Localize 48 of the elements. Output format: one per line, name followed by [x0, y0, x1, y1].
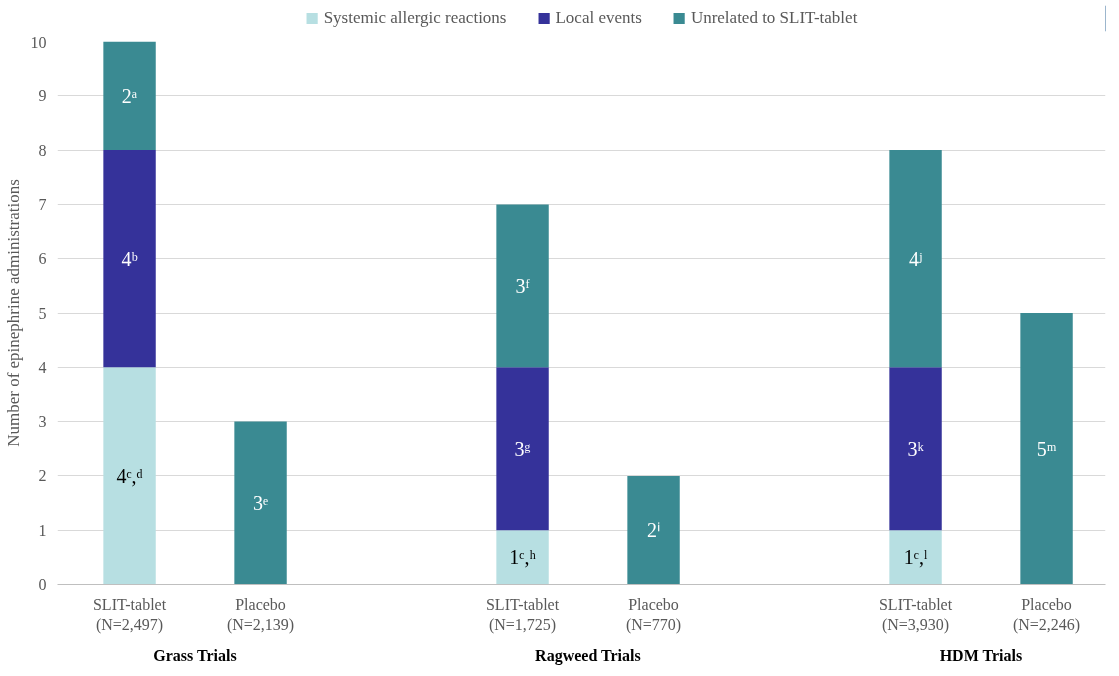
- y-tick-label: 6: [38, 250, 47, 268]
- y-tick-label: 0: [38, 576, 47, 593]
- data-label: 1ᶜ,ʰ: [509, 546, 537, 569]
- y-tick-label: 5: [38, 304, 47, 322]
- bar: [103, 41, 156, 151]
- text: Ragweed Trials: [535, 646, 641, 665]
- y-tick-label: 8: [38, 141, 47, 159]
- bar: [496, 367, 549, 531]
- bar: [103, 367, 156, 585]
- y-tick-label: 7: [38, 195, 47, 213]
- bar: [496, 204, 549, 368]
- y-tick-label: 10: [30, 33, 47, 51]
- x-tick-label: Placebo (N=2,139): [226, 595, 295, 634]
- bar: [889, 367, 942, 531]
- bar: [103, 150, 156, 368]
- text: Grass Trials: [153, 646, 237, 664]
- bar: [889, 530, 942, 585]
- text: HDM Trials: [939, 646, 1023, 664]
- legend-label: Local events: [555, 8, 642, 28]
- x-tick-label: Placebo (N=2,246): [1012, 595, 1081, 634]
- data-label: 4ᶜ,ᵈ: [116, 464, 143, 487]
- legend-label: Unrelated to SLIT-tablet: [690, 8, 858, 28]
- y-tick-label: 9: [38, 87, 47, 105]
- x-tick-label: SLIT-tablet (N=1,725): [485, 595, 560, 634]
- y-tick-label: 3: [38, 413, 47, 431]
- data-label: 3ᶠ: [515, 274, 531, 297]
- x-tick-label: SLIT-tablet (N=2,497): [92, 595, 167, 634]
- data-label: 3ᵏ: [907, 437, 925, 460]
- data-label: 2ᵃ: [121, 84, 138, 107]
- legend-label: Systemic allergic reactions: [323, 8, 507, 28]
- y-axis-title: Number of epinephrine administrations: [3, 179, 23, 447]
- bar: [496, 530, 549, 585]
- y-tick-label: 1: [38, 521, 47, 539]
- y-tick-label: 4: [38, 358, 47, 376]
- y-tick-label: 2: [38, 467, 47, 485]
- bar: [1020, 313, 1073, 585]
- data-label: 4ʲ: [909, 247, 923, 270]
- bar: [889, 150, 942, 368]
- x-tick-label: Placebo (N=770): [625, 595, 682, 634]
- data-label: 4ᵇ: [121, 247, 138, 270]
- data-label: 5ᵐ: [1036, 437, 1057, 460]
- bar: [627, 475, 680, 585]
- bar: [234, 421, 287, 585]
- data-label: 2ⁱ: [647, 519, 661, 542]
- x-tick-label: SLIT-tablet (N=3,930): [878, 595, 953, 634]
- data-label: 1ᶜ,ˡ: [903, 546, 928, 569]
- data-label: 3ᵍ: [514, 437, 531, 460]
- data-label: 3ᵉ: [252, 492, 269, 515]
